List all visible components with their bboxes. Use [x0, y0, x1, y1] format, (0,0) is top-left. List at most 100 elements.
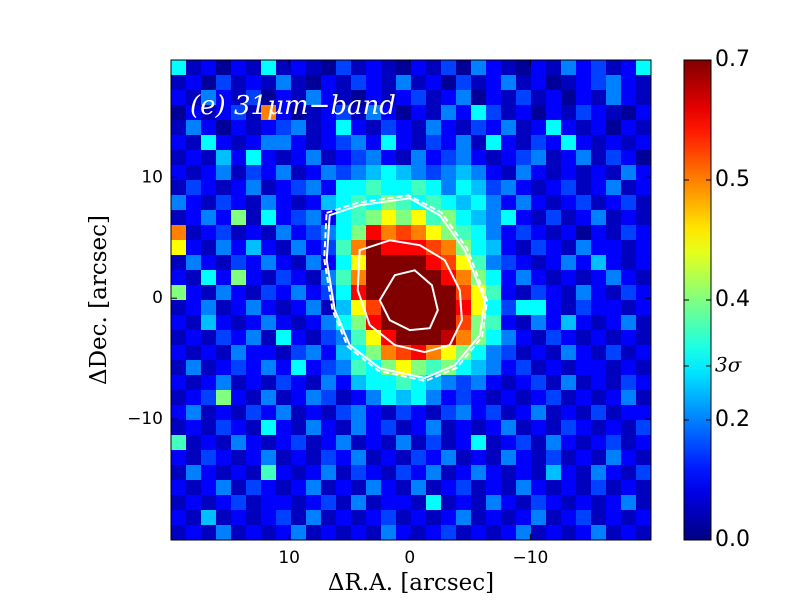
pixel — [636, 315, 651, 331]
pixel — [351, 420, 367, 436]
pixel — [306, 525, 322, 540]
pixel — [186, 195, 202, 211]
pixel — [291, 225, 307, 241]
pixel — [186, 375, 202, 391]
pixel — [381, 345, 397, 361]
pixel — [576, 525, 592, 540]
pixel — [381, 525, 397, 540]
pixel — [366, 510, 382, 526]
pixel — [216, 285, 232, 301]
pixel — [426, 405, 442, 421]
pixel — [591, 375, 607, 391]
pixel — [291, 420, 307, 436]
pixel — [321, 165, 337, 181]
pixel — [576, 375, 592, 391]
pixel — [576, 225, 592, 241]
pixel — [456, 225, 472, 241]
pixel — [411, 75, 427, 91]
pixel — [486, 210, 502, 226]
pixel — [546, 405, 562, 421]
pixel — [276, 180, 292, 196]
pixel — [471, 60, 487, 76]
pixel — [426, 330, 442, 346]
pixel — [546, 210, 562, 226]
pixel — [216, 75, 232, 91]
pixel — [516, 150, 532, 166]
pixel — [471, 195, 487, 211]
pixel — [621, 75, 637, 91]
pixel — [246, 510, 262, 526]
pixel — [486, 120, 502, 136]
pixel — [456, 330, 472, 346]
pixel — [501, 465, 517, 481]
pixel — [471, 375, 487, 391]
pixel — [201, 450, 217, 466]
pixel — [411, 300, 427, 316]
pixel — [336, 510, 352, 526]
pixel — [201, 525, 217, 540]
pixel — [171, 210, 187, 226]
pixel — [216, 135, 232, 151]
pixel — [576, 180, 592, 196]
pixel — [441, 165, 457, 181]
pixel — [636, 225, 651, 241]
pixel — [201, 120, 217, 136]
pixel — [501, 255, 517, 271]
pixel — [486, 300, 502, 316]
pixel — [516, 465, 532, 481]
pixel — [171, 255, 187, 271]
pixel — [531, 405, 547, 421]
pixel — [441, 300, 457, 316]
pixel — [336, 105, 352, 121]
pixel — [591, 465, 607, 481]
pixel — [636, 450, 651, 466]
pixel — [336, 420, 352, 436]
pixel — [471, 465, 487, 481]
pixel — [396, 405, 412, 421]
pixel — [306, 390, 322, 406]
pixel — [366, 330, 382, 346]
pixel — [516, 420, 532, 436]
pixel — [501, 405, 517, 421]
pixel — [276, 525, 292, 540]
pixel — [396, 180, 412, 196]
pixel — [201, 390, 217, 406]
pixel — [231, 510, 247, 526]
pixel — [591, 90, 607, 106]
pixel — [201, 480, 217, 496]
pixel — [291, 60, 307, 76]
x-tick-label: 10 — [278, 548, 300, 568]
pixel — [561, 75, 577, 91]
pixel — [381, 90, 397, 106]
pixel — [186, 345, 202, 361]
pixel — [336, 480, 352, 496]
pixel — [576, 135, 592, 151]
pixel — [591, 450, 607, 466]
contours — [323, 194, 489, 383]
pixel — [351, 90, 367, 106]
pixel — [216, 90, 232, 106]
pixel — [261, 465, 277, 481]
pixel — [231, 135, 247, 151]
pixel — [366, 255, 382, 271]
pixel — [471, 240, 487, 256]
pixel — [231, 240, 247, 256]
pixel — [606, 450, 622, 466]
pixel — [231, 90, 247, 106]
pixel — [561, 390, 577, 406]
pixel — [441, 480, 457, 496]
pixel — [456, 135, 472, 151]
pixel — [606, 225, 622, 241]
pixel — [411, 495, 427, 511]
pixel — [576, 360, 592, 376]
pixel — [471, 135, 487, 151]
pixel — [246, 480, 262, 496]
pixel — [486, 330, 502, 346]
pixel — [486, 525, 502, 540]
pixel — [261, 330, 277, 346]
pixel — [351, 495, 367, 511]
pixel — [381, 435, 397, 451]
pixel — [606, 195, 622, 211]
pixel — [501, 525, 517, 540]
pixel — [546, 480, 562, 496]
